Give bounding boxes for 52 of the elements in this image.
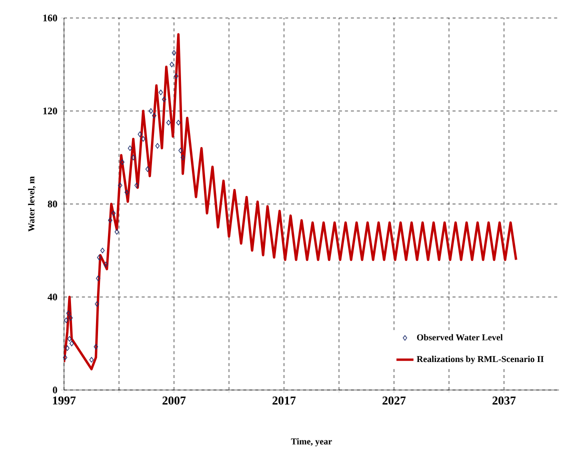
x-tick-label: 1997 (53, 396, 76, 405)
point (155, 143, 160, 149)
point (170, 62, 174, 68)
point (67, 336, 72, 342)
point (166, 120, 171, 126)
x-tick-label: 2017 (272, 396, 296, 405)
point (141, 136, 146, 142)
y-axis-title: Water level, m (28, 176, 36, 232)
x-tick-label: 2037 (492, 396, 516, 405)
point (118, 182, 122, 188)
point (68, 315, 73, 321)
x-axis-title: Time, year (291, 438, 332, 446)
point (180, 154, 185, 160)
point (65, 345, 70, 351)
y-tick-label: 120 (43, 108, 58, 114)
point (134, 182, 139, 188)
point (152, 112, 156, 118)
point (120, 159, 124, 165)
point (178, 148, 183, 154)
y-tick-label: 80 (48, 200, 58, 208)
point (64, 318, 68, 323)
point (94, 344, 98, 350)
point (70, 340, 74, 346)
legend-label: Observed Water Level (417, 334, 503, 340)
point (145, 166, 150, 172)
point (124, 190, 129, 196)
point (138, 132, 142, 137)
point (97, 254, 102, 260)
x-tick-label: 2027 (382, 396, 406, 405)
point (176, 120, 181, 126)
point (174, 73, 178, 79)
point (162, 96, 166, 102)
point (172, 50, 176, 56)
point (100, 248, 105, 254)
point (66, 310, 71, 316)
point (128, 145, 132, 151)
point (96, 276, 100, 282)
point (131, 154, 136, 160)
y-tick-label: 40 (48, 294, 58, 300)
point (111, 210, 116, 216)
point (89, 357, 94, 363)
point (148, 108, 154, 114)
point (62, 354, 68, 360)
y-tick-label: 160 (43, 14, 58, 22)
point (114, 229, 119, 235)
point (108, 218, 112, 224)
legend-label: Realizations by RML-Scenario II (416, 356, 544, 364)
point (104, 262, 108, 268)
x-tick-label: 2007 (162, 396, 186, 405)
point (94, 301, 100, 307)
y-tick-label: 0 (52, 386, 58, 394)
point (158, 90, 163, 96)
